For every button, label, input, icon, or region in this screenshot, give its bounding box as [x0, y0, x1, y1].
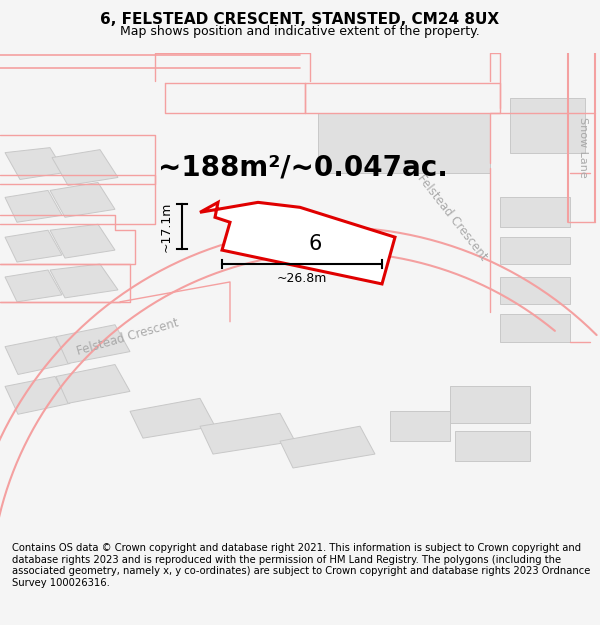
Text: Snow Lane: Snow Lane: [578, 118, 588, 178]
Text: Felstead Crescent: Felstead Crescent: [415, 172, 490, 263]
Polygon shape: [500, 277, 570, 304]
Polygon shape: [280, 426, 375, 468]
Polygon shape: [5, 337, 70, 374]
Polygon shape: [50, 224, 115, 258]
Text: ~17.1m: ~17.1m: [160, 201, 173, 252]
Polygon shape: [5, 376, 70, 414]
Polygon shape: [318, 113, 490, 173]
Text: Map shows position and indicative extent of the property.: Map shows position and indicative extent…: [120, 25, 480, 38]
Text: 6, FELSTEAD CRESCENT, STANSTED, CM24 8UX: 6, FELSTEAD CRESCENT, STANSTED, CM24 8UX: [100, 11, 500, 26]
Polygon shape: [50, 182, 115, 218]
Polygon shape: [450, 386, 530, 423]
Polygon shape: [5, 230, 62, 262]
Polygon shape: [500, 237, 570, 264]
Polygon shape: [130, 398, 215, 438]
Polygon shape: [5, 148, 65, 179]
Polygon shape: [500, 314, 570, 342]
Polygon shape: [500, 198, 570, 228]
Polygon shape: [56, 325, 130, 364]
Polygon shape: [510, 98, 585, 152]
Polygon shape: [5, 191, 62, 222]
Polygon shape: [56, 364, 130, 403]
Text: ~188m²/~0.047ac.: ~188m²/~0.047ac.: [158, 154, 448, 181]
Polygon shape: [50, 264, 118, 298]
Polygon shape: [200, 413, 295, 454]
Text: ~26.8m: ~26.8m: [277, 272, 327, 286]
Text: Contains OS data © Crown copyright and database right 2021. This information is : Contains OS data © Crown copyright and d…: [12, 543, 590, 588]
Polygon shape: [455, 431, 530, 461]
Polygon shape: [5, 270, 62, 302]
Polygon shape: [200, 202, 395, 284]
Polygon shape: [390, 411, 450, 441]
Polygon shape: [52, 149, 118, 186]
Text: Felstead Crescent: Felstead Crescent: [75, 316, 180, 357]
Text: 6: 6: [308, 234, 322, 254]
